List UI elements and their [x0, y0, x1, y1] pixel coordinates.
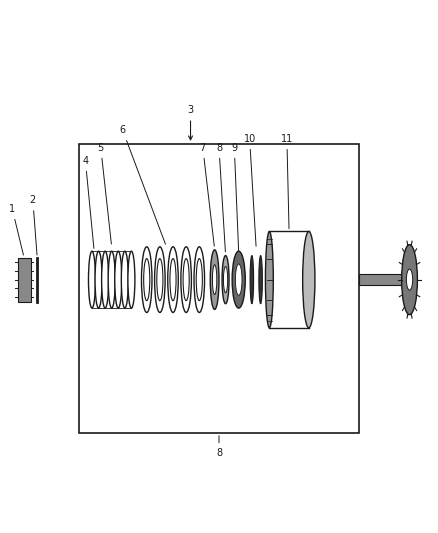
Bar	[79, 144, 359, 433]
Ellipse shape	[222, 255, 229, 304]
Ellipse shape	[168, 247, 178, 312]
Ellipse shape	[196, 259, 202, 301]
Text: 4: 4	[82, 156, 94, 248]
Text: 9: 9	[231, 143, 239, 251]
Text: 5: 5	[98, 143, 111, 244]
Ellipse shape	[402, 245, 417, 314]
Ellipse shape	[303, 231, 315, 328]
Bar	[18, 258, 31, 302]
Ellipse shape	[212, 265, 217, 295]
Ellipse shape	[121, 251, 128, 308]
Ellipse shape	[210, 250, 219, 310]
Ellipse shape	[181, 247, 191, 312]
Ellipse shape	[95, 251, 102, 308]
Text: 1: 1	[9, 204, 24, 255]
Ellipse shape	[115, 251, 122, 308]
Ellipse shape	[144, 259, 150, 301]
Text: 6: 6	[120, 125, 166, 244]
Ellipse shape	[88, 251, 95, 308]
Ellipse shape	[236, 264, 242, 295]
Ellipse shape	[155, 247, 165, 312]
Ellipse shape	[183, 259, 189, 301]
Ellipse shape	[170, 259, 176, 301]
Ellipse shape	[194, 247, 205, 312]
Ellipse shape	[128, 251, 135, 308]
Ellipse shape	[102, 251, 109, 308]
Ellipse shape	[406, 269, 413, 290]
Text: 8: 8	[216, 435, 222, 458]
Text: 2: 2	[30, 195, 37, 255]
Text: 10: 10	[244, 134, 256, 246]
Ellipse shape	[223, 266, 228, 293]
Text: 3: 3	[187, 106, 194, 140]
Ellipse shape	[157, 259, 163, 301]
Text: 8: 8	[216, 143, 226, 252]
Ellipse shape	[259, 255, 262, 304]
Text: 7: 7	[200, 143, 214, 246]
Ellipse shape	[232, 251, 245, 308]
Ellipse shape	[265, 231, 273, 328]
Ellipse shape	[250, 255, 254, 304]
Text: 11: 11	[281, 134, 293, 229]
Bar	[359, 274, 416, 285]
Ellipse shape	[108, 251, 115, 308]
Ellipse shape	[141, 247, 152, 312]
